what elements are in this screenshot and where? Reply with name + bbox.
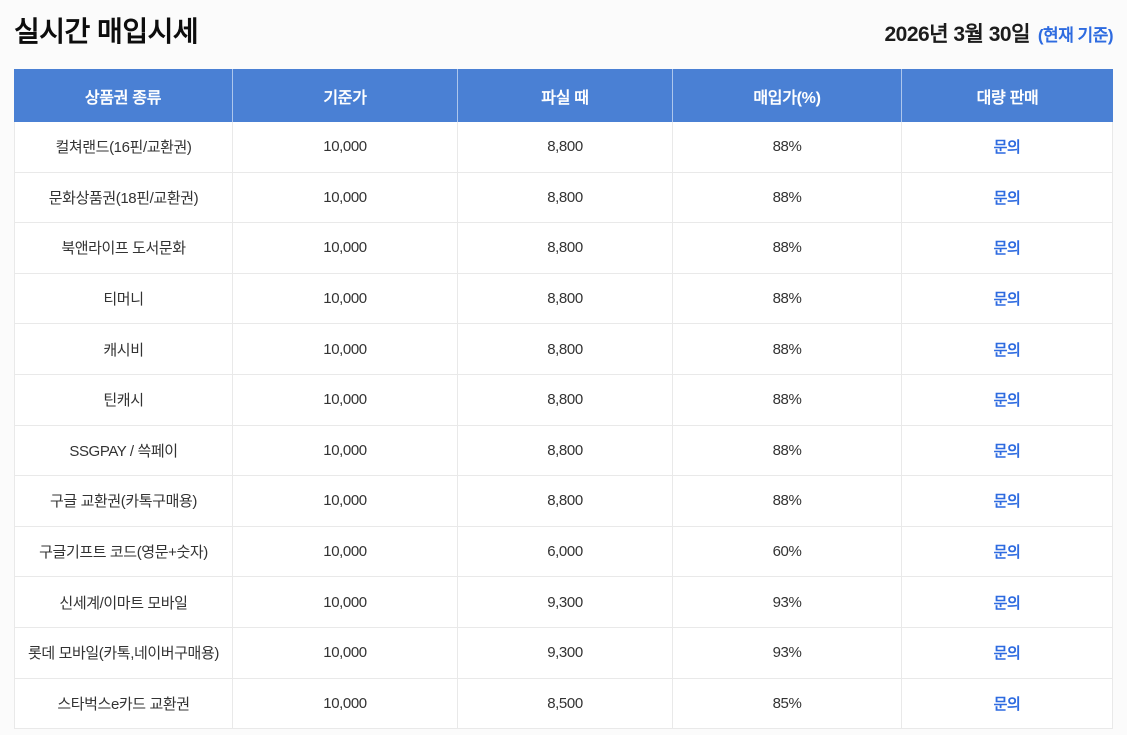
date-display: 2026년 3월 30일 (현재 기준) [885,18,1114,48]
sell-price: 6,000 [458,526,673,578]
giftcard-name: SSGPAY / 쓱페이 [14,425,233,477]
sell-price: 8,800 [458,374,673,426]
table-row: 문화상품권(18핀/교환권) 10,000 8,800 88% 문의 [14,172,1113,224]
table-row: 컬쳐랜드(16핀/교환권) 10,000 8,800 88% 문의 [14,122,1113,173]
giftcard-name: 신세계/이마트 모바일 [14,577,233,628]
inquiry-link[interactable]: 문의 [993,645,1021,663]
table-row: 틴캐시 10,000 8,800 88% 문의 [14,374,1113,426]
base-price: 10,000 [233,526,458,578]
sell-price: 8,800 [458,122,673,173]
buy-rate: 88% [673,223,902,274]
base-price: 10,000 [233,273,458,325]
base-price: 10,000 [233,122,458,173]
base-price: 10,000 [233,374,458,426]
giftcard-name: 스타벅스e카드 교환권 [14,678,233,730]
table-row: 롯데 모바일(카톡,네이버구매용) 10,000 9,300 93% 문의 [14,627,1113,679]
buy-rate: 88% [673,324,902,375]
current-date: 2026년 3월 30일 [884,23,1031,46]
base-price: 10,000 [233,324,458,375]
buy-rate: 88% [673,122,902,173]
base-price: 10,000 [233,577,458,628]
sell-price: 8,800 [458,273,673,325]
base-price: 10,000 [233,425,458,477]
sell-price: 8,800 [458,223,673,274]
topbar: 실시간 매입시세 2026년 3월 30일 (현재 기준) [14,10,1114,50]
buy-rate: 88% [673,476,902,527]
col-header-base-price: 기준가 [233,69,458,122]
inquiry-link[interactable]: 문의 [993,695,1021,713]
sell-price: 8,800 [458,172,673,224]
giftcard-name: 컬쳐랜드(16핀/교환권) [14,122,233,173]
giftcard-name: 틴캐시 [14,374,233,426]
table-row: 북앤라이프 도서문화 10,000 8,800 88% 문의 [14,223,1113,274]
table-row: 구글 교환권(카톡구매용) 10,000 8,800 88% 문의 [14,476,1113,527]
buy-rate: 85% [673,678,902,730]
col-header-sell-price: 파실 때 [458,69,673,122]
giftcard-name: 북앤라이프 도서문화 [14,223,233,274]
buy-rate: 93% [673,627,902,679]
base-price: 10,000 [233,476,458,527]
giftcard-name: 티머니 [14,273,233,325]
inquiry-link[interactable]: 문의 [993,493,1021,511]
giftcard-name: 구글 교환권(카톡구매용) [14,476,233,527]
base-price: 10,000 [233,223,458,274]
table-row: 구글기프트 코드(영문+숫자) 10,000 6,000 60% 문의 [14,526,1113,578]
col-header-buy-rate: 매입가(%) [673,69,902,122]
inquiry-link[interactable]: 문의 [993,240,1021,258]
inquiry-link[interactable]: 문의 [993,139,1021,157]
buy-rate: 88% [673,273,902,325]
inquiry-link[interactable]: 문의 [993,189,1021,207]
base-price: 10,000 [233,172,458,224]
sell-price: 9,300 [458,577,673,628]
buy-rate: 60% [673,526,902,578]
sell-price: 8,800 [458,324,673,375]
sell-price: 8,800 [458,425,673,477]
col-header-giftcard-type: 상품권 종류 [14,69,233,122]
header-row: 상품권 종류 기준가 파실 때 매입가(%) 대량 판매 [14,69,1113,122]
table-row: 티머니 10,000 8,800 88% 문의 [14,273,1113,325]
inquiry-link[interactable]: 문의 [993,442,1021,460]
buy-rate: 88% [673,425,902,477]
base-price: 10,000 [233,678,458,730]
buy-price-table: 상품권 종류 기준가 파실 때 매입가(%) 대량 판매 컬쳐랜드(16핀/교환… [14,69,1113,730]
sell-price: 8,800 [458,476,673,527]
table-row: 캐시비 10,000 8,800 88% 문의 [14,324,1113,375]
giftcard-name: 캐시비 [14,324,233,375]
inquiry-link[interactable]: 문의 [993,291,1021,309]
giftcard-name: 구글기프트 코드(영문+숫자) [14,526,233,578]
base-price: 10,000 [233,627,458,679]
buy-rate: 88% [673,172,902,224]
col-header-bulk-sale: 대량 판매 [902,69,1113,122]
inquiry-link[interactable]: 문의 [993,341,1021,359]
page-title: 실시간 매입시세 [14,16,199,47]
sell-price: 9,300 [458,627,673,679]
buy-rate: 88% [673,374,902,426]
table-row: SSGPAY / 쓱페이 10,000 8,800 88% 문의 [14,425,1113,477]
sell-price: 8,500 [458,678,673,730]
date-basis-note: (현재 기준) [1037,26,1114,45]
inquiry-link[interactable]: 문의 [993,594,1021,612]
table-row: 신세계/이마트 모바일 10,000 9,300 93% 문의 [14,577,1113,628]
giftcard-name: 롯데 모바일(카톡,네이버구매용) [14,627,233,679]
inquiry-link[interactable]: 문의 [993,392,1021,410]
buy-rate: 93% [673,577,902,628]
table-header: 상품권 종류 기준가 파실 때 매입가(%) 대량 판매 [14,69,1113,122]
giftcard-name: 문화상품권(18핀/교환권) [14,172,233,224]
table-row: 스타벅스e카드 교환권 10,000 8,500 85% 문의 [14,678,1113,730]
table-body: 컬쳐랜드(16핀/교환권) 10,000 8,800 88% 문의 문화상품권(… [14,122,1113,730]
inquiry-link[interactable]: 문의 [993,544,1021,562]
